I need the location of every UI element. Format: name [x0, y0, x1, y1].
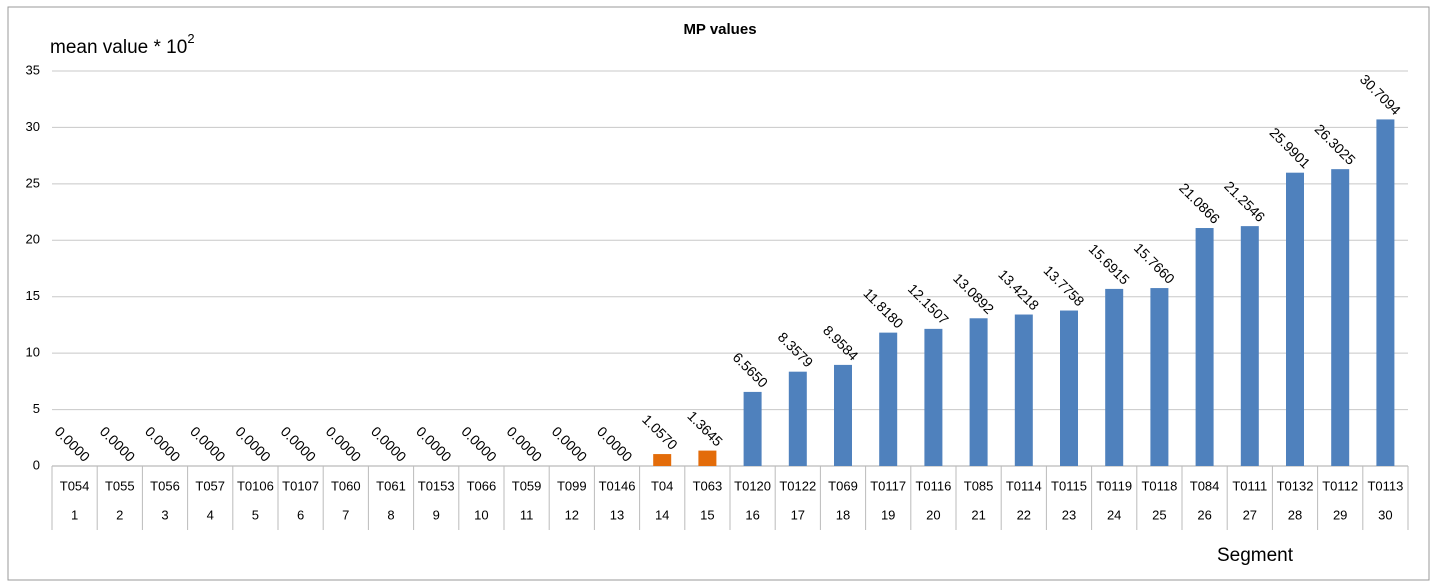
x-tick-label: T056 [150, 478, 180, 493]
x-tick-label: T069 [828, 478, 858, 493]
x-tick-number: 14 [655, 507, 669, 522]
x-tick-number: 8 [387, 507, 394, 522]
x-tick-number: 4 [207, 507, 214, 522]
x-tick-label: T0113 [1367, 478, 1403, 493]
x-tick-label: T0114 [1006, 478, 1042, 493]
x-tick-label: T055 [105, 478, 135, 493]
x-tick-number: 13 [610, 507, 624, 522]
x-tick-label: T084 [1190, 478, 1220, 493]
x-tick-label: T0117 [870, 478, 906, 493]
y-tick-label: 10 [26, 345, 40, 360]
bar [1195, 228, 1214, 466]
x-tick-number: 5 [252, 507, 259, 522]
bar [1331, 169, 1350, 466]
bar [969, 318, 988, 466]
x-tick-label: T085 [964, 478, 994, 493]
x-tick-number: 28 [1288, 507, 1302, 522]
x-tick-number: 24 [1107, 507, 1121, 522]
x-tick-number: 22 [1017, 507, 1031, 522]
x-tick-number: 19 [881, 507, 895, 522]
bar [1376, 119, 1395, 466]
chart-frame [7, 6, 1430, 581]
x-tick-number: 29 [1333, 507, 1347, 522]
x-tick-number: 23 [1062, 507, 1076, 522]
x-tick-label: T0106 [237, 478, 274, 493]
x-tick-number: 16 [745, 507, 759, 522]
x-tick-number: 1 [71, 507, 78, 522]
bar [924, 328, 943, 466]
x-tick-number: 20 [926, 507, 940, 522]
x-tick-label: T057 [195, 478, 225, 493]
bar [698, 450, 717, 466]
bar [743, 391, 762, 466]
x-tick-number: 21 [971, 507, 985, 522]
x-tick-label: T066 [467, 478, 497, 493]
x-tick-number: 11 [520, 507, 534, 522]
y-tick-label: 25 [26, 175, 40, 190]
x-tick-label: T054 [60, 478, 90, 493]
x-axis-label: Segment [1217, 545, 1294, 566]
x-tick-number: 17 [791, 507, 805, 522]
bar [1060, 310, 1078, 466]
bar [1286, 172, 1304, 466]
y-tick-label: 20 [26, 232, 40, 247]
x-tick-label: T0111 [1232, 478, 1267, 493]
y-axis-label-text: mean value * 10 [50, 37, 187, 58]
bar [653, 454, 672, 466]
x-tick-label: T0115 [1051, 478, 1087, 493]
bar [788, 371, 807, 466]
x-tick-label: T0120 [734, 478, 771, 493]
x-tick-number: 27 [1243, 507, 1257, 522]
x-tick-label: T0153 [418, 478, 455, 493]
x-tick-label: T0116 [915, 478, 951, 493]
x-tick-label: T063 [693, 478, 723, 493]
x-tick-label: T0119 [1096, 478, 1132, 493]
y-tick-label: 0 [33, 457, 40, 472]
x-tick-number: 3 [161, 507, 168, 522]
x-tick-number: 10 [474, 507, 488, 522]
x-tick-label: T0107 [282, 478, 319, 493]
x-tick-number: 7 [342, 507, 349, 522]
x-tick-label: T0118 [1141, 478, 1177, 493]
bar [879, 332, 898, 466]
y-axis-label-superscript: 2 [187, 31, 194, 46]
x-tick-label: T0112 [1322, 478, 1358, 493]
x-tick-number: 9 [433, 507, 440, 522]
x-tick-number: 30 [1378, 507, 1392, 522]
x-tick-label: T04 [651, 478, 673, 493]
x-tick-label: T059 [512, 478, 542, 493]
x-tick-number: 26 [1197, 507, 1211, 522]
x-tick-number: 25 [1152, 507, 1166, 522]
x-tick-number: 12 [565, 507, 579, 522]
x-tick-label: T0122 [779, 478, 816, 493]
x-tick-label: T0132 [1277, 478, 1314, 493]
x-tick-label: T0146 [599, 478, 636, 493]
bar [1105, 288, 1124, 466]
x-tick-number: 15 [700, 507, 714, 522]
bar [834, 364, 852, 466]
y-axis-label: mean value * 102 [50, 31, 195, 58]
y-tick-label: 30 [26, 119, 40, 134]
x-tick-number: 18 [836, 507, 850, 522]
bar [1014, 314, 1033, 466]
x-tick-label: T099 [557, 478, 587, 493]
x-tick-label: T061 [376, 478, 406, 493]
y-tick-label: 15 [26, 288, 40, 303]
x-tick-number: 6 [297, 507, 304, 522]
bar [1240, 226, 1259, 466]
bar [1150, 288, 1169, 466]
x-tick-number: 2 [116, 507, 123, 522]
y-tick-label: 35 [26, 62, 40, 77]
y-tick-label: 5 [33, 401, 40, 416]
x-tick-label: T060 [331, 478, 361, 493]
chart-title: MP values [683, 21, 756, 38]
